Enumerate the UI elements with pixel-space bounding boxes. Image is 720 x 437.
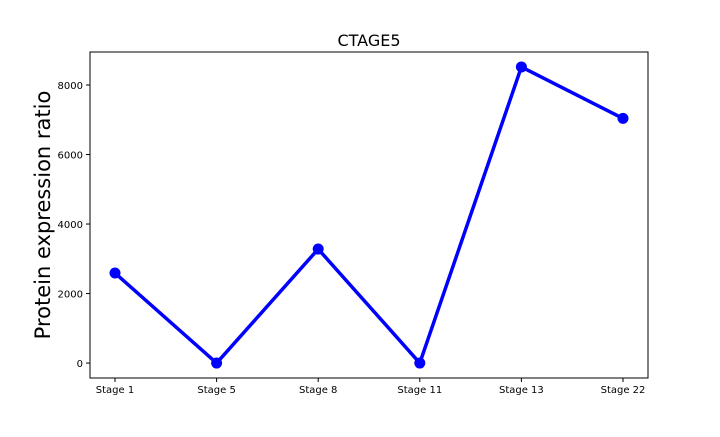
y-tick-label: 2000	[58, 290, 83, 301]
plot-area: 0 2000 4000 6000 8000 Stage 1 Stage 5 Stage 8 St…	[58, 51, 649, 396]
data-point	[211, 357, 223, 369]
x-tick-label: Stage 8	[299, 385, 337, 396]
x-tick-label: Stage 1	[96, 385, 134, 396]
x-tick-label: Stage 11	[397, 385, 442, 396]
x-tick-label: Stage 5	[197, 385, 235, 396]
x-tick-label: Stage 13	[499, 385, 544, 396]
data-point	[109, 267, 121, 279]
y-tick-label: 8000	[58, 81, 83, 92]
y-tick-label: 6000	[58, 151, 83, 162]
chart-title: CTAGE5	[337, 31, 400, 50]
series-line	[113, 65, 624, 365]
data-point	[312, 243, 324, 255]
data-point	[617, 112, 629, 124]
y-tick-label: 0	[77, 359, 83, 370]
plot-frame	[89, 51, 649, 379]
x-tick-label: Stage 22	[601, 385, 646, 396]
data-point	[414, 357, 426, 369]
data-point	[515, 61, 527, 73]
y-axis-label: Protein expression ratio	[31, 91, 55, 340]
y-tick-label: 4000	[58, 220, 83, 231]
